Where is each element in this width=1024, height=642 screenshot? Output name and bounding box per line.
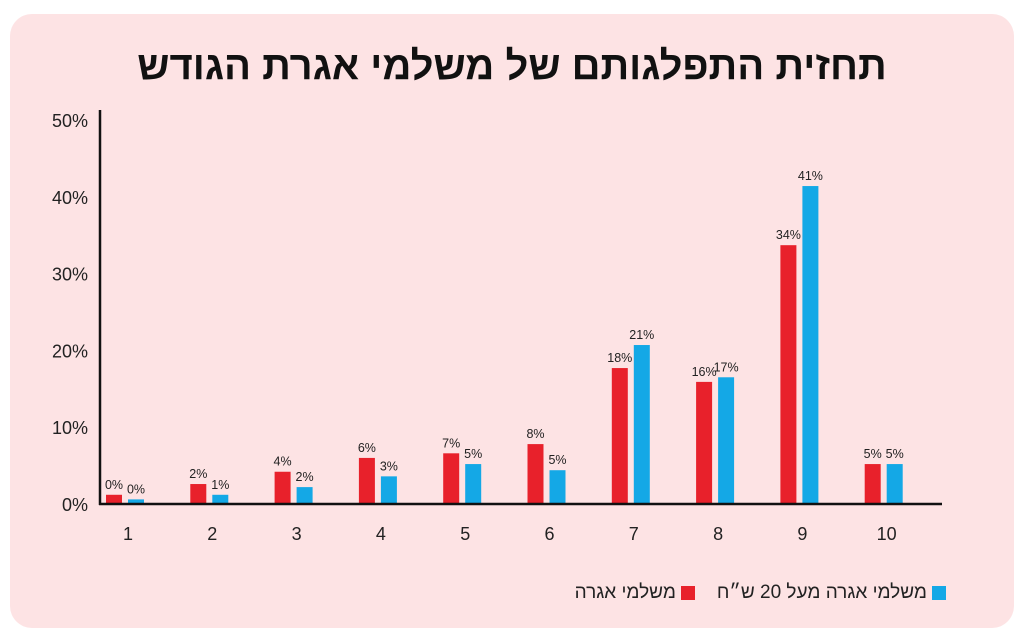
data-label: 18% <box>607 351 632 365</box>
legend: משלמי אגרה מעל 20 ש״ח משלמי אגרה <box>575 582 946 604</box>
y-tick-label: 10% <box>52 418 88 438</box>
x-tick-label: 7 <box>629 524 639 544</box>
bar-over-20 <box>380 476 397 504</box>
chart-title: תחזית התפלגותם של משלמי אגרת הגודש <box>137 44 887 88</box>
data-label: 5% <box>548 453 566 467</box>
data-label: 2% <box>296 470 314 484</box>
bar-over-20 <box>465 464 482 504</box>
data-label: 34% <box>776 228 801 242</box>
x-tick-label: 9 <box>797 524 807 544</box>
y-tick-label: 20% <box>52 341 88 361</box>
data-label: 5% <box>864 447 882 461</box>
x-tick-label: 2 <box>207 524 217 544</box>
bar-payers <box>274 471 291 504</box>
x-tick-label: 8 <box>713 524 723 544</box>
data-label: 21% <box>629 328 654 342</box>
x-tick-label: 4 <box>376 524 386 544</box>
data-label: 0% <box>105 478 123 492</box>
data-label: 41% <box>798 169 823 183</box>
data-label: 16% <box>692 365 717 379</box>
x-tick-label: 10 <box>877 524 897 544</box>
legend-label: משלמי אגרה <box>574 582 676 603</box>
legend-swatch-red <box>680 586 695 600</box>
y-tick-label: 30% <box>52 265 88 285</box>
bar-over-20 <box>128 499 144 504</box>
legend-swatch-blue <box>932 586 946 600</box>
data-label: 5% <box>886 447 904 461</box>
bar-payers <box>611 368 628 504</box>
bar-over-20 <box>212 494 229 504</box>
data-label: 5% <box>464 447 482 461</box>
y-tick-label: 0% <box>62 495 88 515</box>
legend-label: משלמי אגרה מעל 20 ש״ח <box>716 582 927 603</box>
bar-over-20 <box>802 186 819 504</box>
bar-over-20 <box>549 470 566 504</box>
legend-item-payers: משלמי אגרה <box>575 582 695 604</box>
bar-payers <box>190 484 207 504</box>
bar-payers <box>864 464 881 504</box>
data-label: 0% <box>127 482 145 496</box>
legend-item-over-20: משלמי אגרה מעל 20 ש״ח <box>717 582 946 604</box>
data-label: 3% <box>380 459 398 473</box>
bar-payers <box>443 453 460 504</box>
x-tick-label: 6 <box>544 524 554 544</box>
bar-payers <box>358 457 375 504</box>
bar-payers <box>106 494 122 504</box>
data-label: 6% <box>358 441 376 455</box>
x-tick-label: 1 <box>123 524 133 544</box>
y-tick-label: 50% <box>52 111 88 131</box>
data-label: 2% <box>189 467 207 481</box>
bar-over-20 <box>886 464 903 504</box>
y-tick-label: 40% <box>52 188 88 208</box>
bar-over-20 <box>633 345 650 504</box>
data-label: 4% <box>274 455 292 469</box>
data-label: 1% <box>211 478 229 492</box>
data-label: 8% <box>526 427 544 441</box>
bar-over-20 <box>718 377 735 504</box>
data-label: 17% <box>714 360 739 374</box>
x-tick-label: 5 <box>460 524 470 544</box>
bar-payers <box>696 381 713 504</box>
bar-payers <box>527 444 544 504</box>
bar-over-20 <box>296 487 313 504</box>
x-tick-label: 3 <box>292 524 302 544</box>
bar-payers <box>780 245 797 504</box>
chart-card <box>10 14 1014 628</box>
data-label: 7% <box>442 436 460 450</box>
